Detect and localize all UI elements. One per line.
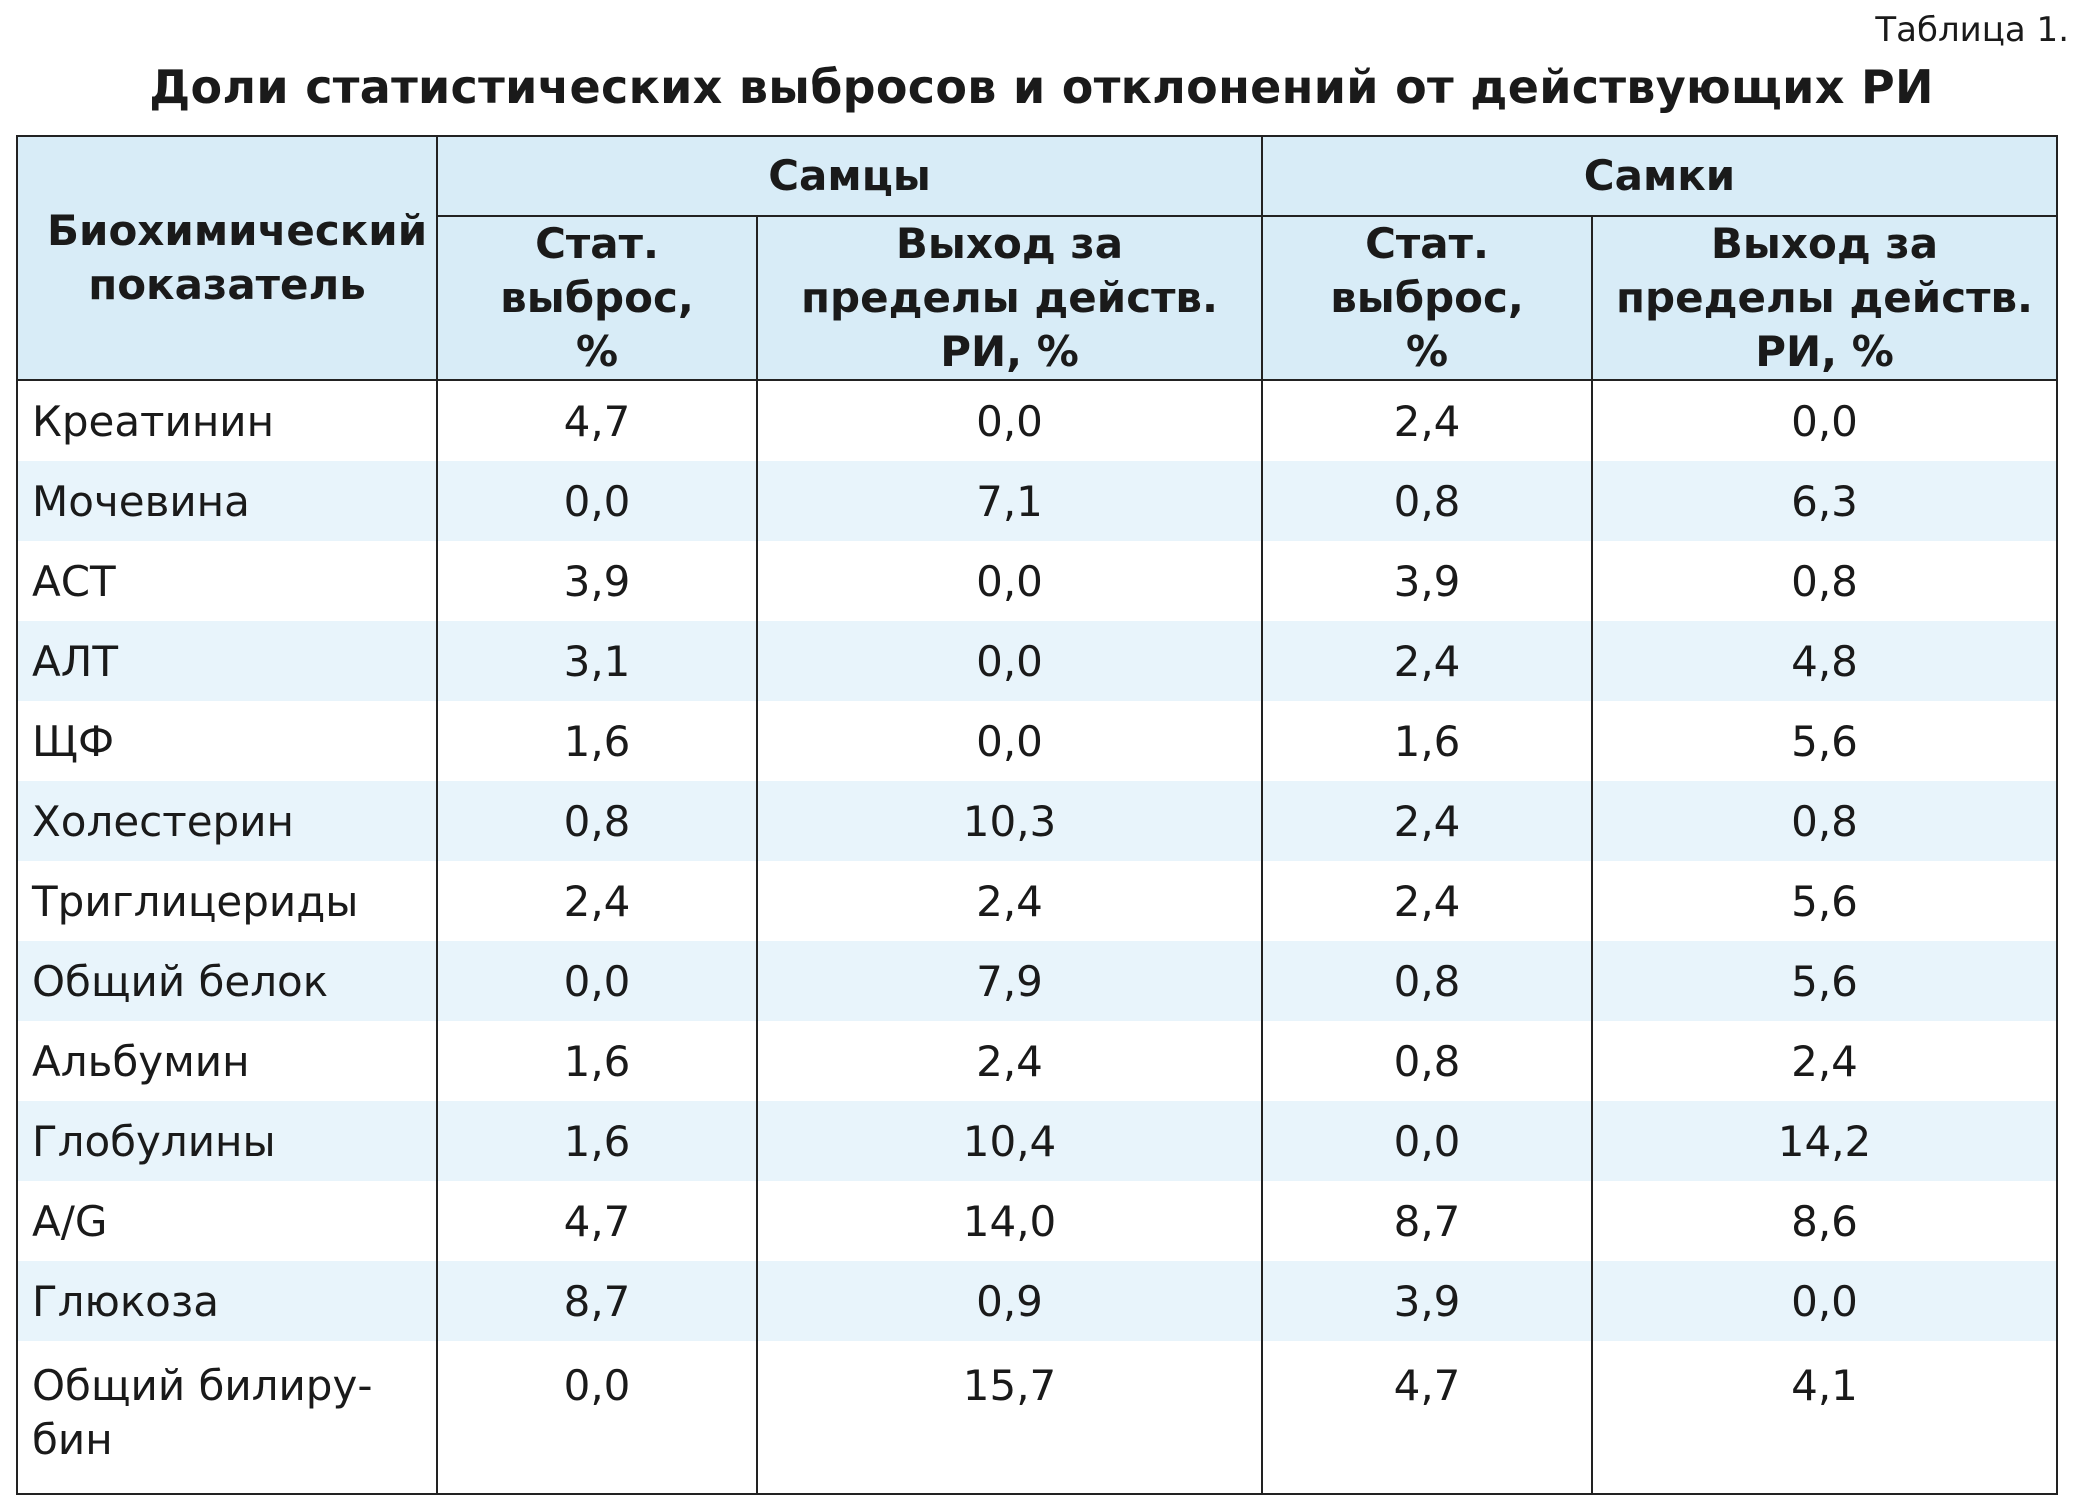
cell-males-out-of-range: 7,1 xyxy=(755,461,1264,541)
cell-females-stat-outlier: 0,8 xyxy=(1261,461,1594,541)
cell-row-name: ЩФ xyxy=(16,701,438,781)
cell-females-stat-outlier: 4,7 xyxy=(1261,1341,1594,1495)
table-number: Таблица 1. xyxy=(1875,10,2069,50)
cell-males-out-of-range: 7,9 xyxy=(755,941,1264,1021)
cell-females-out-of-range: 5,6 xyxy=(1591,941,2059,1021)
header-group-females: Самки xyxy=(1261,135,2059,217)
cell-females-stat-outlier: 2,4 xyxy=(1261,621,1594,701)
table-row: Триглицериды 2,4 2,4 2,4 5,6 xyxy=(16,861,2059,941)
cell-females-out-of-range: 0,0 xyxy=(1591,380,2059,461)
cell-row-name: Общий билиру- бин xyxy=(16,1341,438,1495)
table-row: Креатинин 4,7 0,0 2,4 0,0 xyxy=(16,380,2059,461)
cell-males-out-of-range: 0,0 xyxy=(755,701,1264,781)
table-row: Глюкоза 8,7 0,9 3,9 0,0 xyxy=(16,1261,2059,1341)
cell-females-stat-outlier: 0,0 xyxy=(1261,1101,1594,1181)
cell-row-name: Холестерин xyxy=(16,781,438,861)
cell-row-name: A/G xyxy=(16,1181,438,1261)
cell-males-out-of-range: 0,9 xyxy=(755,1261,1264,1341)
table-row: Глобулины 1,6 10,4 0,0 14,2 xyxy=(16,1101,2059,1181)
cell-row-name: Триглицериды xyxy=(16,861,438,941)
cell-males-stat-outlier: 0,0 xyxy=(436,1341,758,1495)
data-table: Биохимический показатель Самцы Самки Ста… xyxy=(16,135,2059,1495)
cell-females-out-of-range: 0,0 xyxy=(1591,1261,2059,1341)
table-row: АСТ 3,9 0,0 3,9 0,8 xyxy=(16,541,2059,621)
cell-females-stat-outlier: 2,4 xyxy=(1261,861,1594,941)
cell-males-out-of-range: 0,0 xyxy=(755,541,1264,621)
cell-row-name: Глобулины xyxy=(16,1101,438,1181)
cell-row-name: Общий белок xyxy=(16,941,438,1021)
cell-males-out-of-range: 14,0 xyxy=(755,1181,1264,1261)
cell-males-out-of-range: 10,3 xyxy=(755,781,1264,861)
cell-females-out-of-range: 0,8 xyxy=(1591,781,2059,861)
cell-row-name: Креатинин xyxy=(16,380,438,461)
cell-males-stat-outlier: 4,7 xyxy=(436,380,758,461)
table-row: Холестерин 0,8 10,3 2,4 0,8 xyxy=(16,781,2059,861)
cell-males-stat-outlier: 0,0 xyxy=(436,461,758,541)
cell-females-stat-outlier: 2,4 xyxy=(1261,781,1594,861)
table-row: Общий белок 0,0 7,9 0,8 5,6 xyxy=(16,941,2059,1021)
cell-females-stat-outlier: 3,9 xyxy=(1261,541,1594,621)
cell-males-stat-outlier: 0,8 xyxy=(436,781,758,861)
table-row: АЛТ 3,1 0,0 2,4 4,8 xyxy=(16,621,2059,701)
cell-males-out-of-range: 15,7 xyxy=(755,1341,1264,1495)
cell-males-stat-outlier: 2,4 xyxy=(436,861,758,941)
cell-row-name: АСТ xyxy=(16,541,438,621)
header-females-stat-outlier: Стат. выброс, % xyxy=(1261,215,1594,381)
cell-females-stat-outlier: 0,8 xyxy=(1261,941,1594,1021)
header-males-out-of-range: Выход за пределы действ. РИ, % xyxy=(755,215,1264,381)
cell-males-stat-outlier: 8,7 xyxy=(436,1261,758,1341)
table-header: Биохимический показатель Самцы Самки Ста… xyxy=(16,135,2059,381)
cell-row-name: Глюкоза xyxy=(16,1261,438,1341)
cell-females-out-of-range: 6,3 xyxy=(1591,461,2059,541)
cell-males-stat-outlier: 4,7 xyxy=(436,1181,758,1261)
header-females-stat-outlier-label: Стат. выброс, % xyxy=(1330,219,1524,376)
cell-females-out-of-range: 5,6 xyxy=(1591,861,2059,941)
header-group-males: Самцы xyxy=(435,135,1264,217)
cell-females-out-of-range: 0,8 xyxy=(1591,541,2059,621)
cell-females-out-of-range: 4,8 xyxy=(1591,621,2059,701)
cell-males-out-of-range: 0,0 xyxy=(755,380,1264,461)
cell-males-stat-outlier: 3,9 xyxy=(436,541,758,621)
cell-females-stat-outlier: 2,4 xyxy=(1261,380,1594,461)
header-param: Биохимический показатель xyxy=(16,135,438,381)
cell-males-stat-outlier: 1,6 xyxy=(436,1101,758,1181)
cell-row-name: АЛТ xyxy=(16,621,438,701)
cell-females-out-of-range: 4,1 xyxy=(1591,1341,2059,1495)
header-males-out-of-range-label: Выход за пределы действ. РИ, % xyxy=(801,219,1218,376)
cell-females-out-of-range: 8,6 xyxy=(1591,1181,2059,1261)
cell-females-out-of-range: 14,2 xyxy=(1591,1101,2059,1181)
header-males-stat-outlier: Стат. выброс, % xyxy=(436,215,758,381)
header-param-label: Биохимический показатель xyxy=(47,206,428,309)
cell-males-stat-outlier: 0,0 xyxy=(436,941,758,1021)
cell-females-stat-outlier: 8,7 xyxy=(1261,1181,1594,1261)
cell-males-out-of-range: 0,0 xyxy=(755,621,1264,701)
cell-females-stat-outlier: 1,6 xyxy=(1261,701,1594,781)
table-row: A/G 4,7 14,0 8,7 8,6 xyxy=(16,1181,2059,1261)
header-females-out-of-range: Выход за пределы действ. РИ, % xyxy=(1591,215,2059,381)
table-body: Креатинин 4,7 0,0 2,4 0,0 Мочевина 0,0 7,1 0,8 6,… xyxy=(16,380,2059,1495)
header-females-out-of-range-label: Выход за пределы действ. РИ, % xyxy=(1616,219,2033,376)
cell-males-stat-outlier: 1,6 xyxy=(436,1021,758,1101)
table-row: Альбумин 1,6 2,4 0,8 2,4 xyxy=(16,1021,2059,1101)
cell-males-stat-outlier: 1,6 xyxy=(436,701,758,781)
header-males-stat-outlier-label: Стат. выброс, % xyxy=(500,219,694,376)
cell-females-out-of-range: 5,6 xyxy=(1591,701,2059,781)
cell-males-out-of-range: 2,4 xyxy=(755,861,1264,941)
cell-males-out-of-range: 2,4 xyxy=(755,1021,1264,1101)
cell-row-name: Альбумин xyxy=(16,1021,438,1101)
cell-males-out-of-range: 10,4 xyxy=(755,1101,1264,1181)
cell-row-name: Мочевина xyxy=(16,461,438,541)
cell-females-stat-outlier: 0,8 xyxy=(1261,1021,1594,1101)
table-row: Мочевина 0,0 7,1 0,8 6,3 xyxy=(16,461,2059,541)
table-title: Доли статистических выбросов и отклонени… xyxy=(149,60,1934,114)
table-row: ЩФ 1,6 0,0 1,6 5,6 xyxy=(16,701,2059,781)
table-row: Общий билиру- бин 0,0 15,7 4,7 4,1 xyxy=(16,1341,2059,1495)
cell-females-stat-outlier: 3,9 xyxy=(1261,1261,1594,1341)
cell-females-out-of-range: 2,4 xyxy=(1591,1021,2059,1101)
cell-males-stat-outlier: 3,1 xyxy=(436,621,758,701)
